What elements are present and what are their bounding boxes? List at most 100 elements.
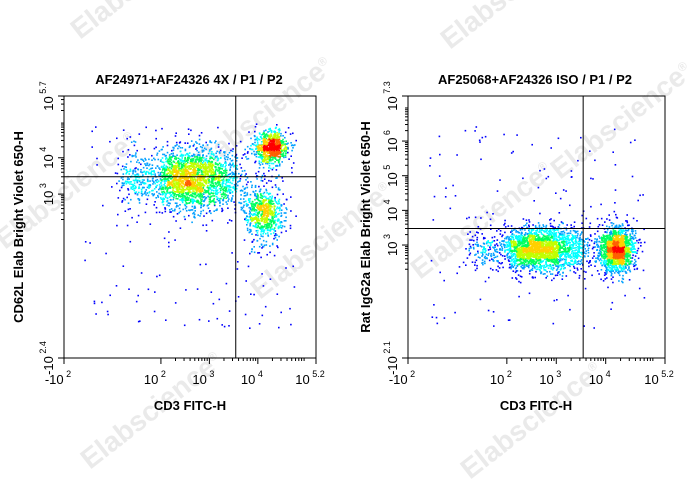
- event-dot: [135, 152, 137, 154]
- event-dot: [164, 170, 166, 172]
- event-dot: [518, 274, 520, 276]
- event-dot: [148, 172, 150, 174]
- event-dot: [207, 196, 209, 198]
- event-dot: [282, 193, 284, 195]
- event-dot: [200, 207, 202, 209]
- event-dot: [265, 209, 267, 211]
- event-dot: [265, 134, 267, 136]
- event-dot: [262, 236, 264, 238]
- event-dot: [568, 243, 570, 245]
- event-dot: [121, 201, 123, 203]
- event-dot: [175, 159, 177, 161]
- event-dot: [271, 148, 273, 150]
- event-dot: [160, 159, 162, 161]
- event-dot: [239, 180, 241, 182]
- event-dot: [276, 224, 278, 226]
- event-dot: [243, 205, 245, 207]
- event-dot: [173, 179, 175, 181]
- event-dot: [264, 217, 266, 219]
- event-dot: [274, 230, 276, 232]
- event-dot: [275, 154, 277, 156]
- event-dot: [227, 191, 229, 193]
- event-dot: [260, 197, 262, 199]
- event-dot: [219, 198, 221, 200]
- event-dot: [158, 189, 160, 191]
- event-dot: [136, 221, 138, 223]
- event-dot: [260, 218, 262, 220]
- event-dot: [225, 171, 227, 173]
- event-dot: [273, 146, 275, 148]
- event-dot: [123, 184, 125, 186]
- event-dot: [178, 192, 180, 194]
- event-dot: [277, 153, 279, 155]
- event-dot: [164, 164, 166, 166]
- event-dot: [557, 240, 559, 242]
- event-dot: [551, 280, 553, 282]
- tick-exponent: 5.7: [38, 81, 48, 96]
- event-dot: [195, 175, 197, 177]
- event-dot: [155, 175, 157, 177]
- event-dot: [184, 216, 186, 218]
- event-dot: [140, 182, 142, 184]
- event-dot: [263, 130, 265, 132]
- event-dot: [187, 188, 189, 190]
- event-dot: [295, 215, 297, 217]
- event-dot: [194, 184, 196, 186]
- event-dot: [125, 210, 127, 212]
- event-dot: [278, 129, 280, 131]
- event-dot: [270, 193, 272, 195]
- event-dot: [144, 163, 146, 165]
- event-dot: [246, 204, 248, 206]
- event-dot: [284, 226, 286, 228]
- event-dot: [261, 273, 263, 275]
- event-dot: [167, 152, 169, 154]
- event-dot: [227, 159, 229, 161]
- event-dot: [208, 164, 210, 166]
- event-dot: [102, 205, 104, 207]
- event-dot: [139, 180, 141, 182]
- event-dot: [272, 203, 274, 205]
- event-dot: [207, 174, 209, 176]
- event-dot: [122, 166, 124, 168]
- event-dot: [202, 154, 204, 156]
- event-dot: [203, 180, 205, 182]
- event-dot: [111, 186, 113, 188]
- event-dot: [539, 264, 541, 266]
- event-dot: [277, 142, 279, 144]
- event-dot: [257, 195, 259, 197]
- event-dot: [168, 246, 170, 248]
- event-dot: [573, 247, 575, 249]
- event-dot: [255, 153, 257, 155]
- event-dot: [127, 179, 129, 181]
- event-dot: [191, 199, 193, 201]
- event-dot: [178, 165, 180, 167]
- event-dot: [263, 196, 265, 198]
- event-dot: [185, 164, 187, 166]
- event-dot: [282, 135, 284, 137]
- event-dot: [581, 263, 583, 265]
- event-dot: [261, 162, 263, 164]
- event-dot: [187, 142, 189, 144]
- event-dot: [259, 191, 261, 193]
- event-dot: [276, 177, 278, 179]
- event-dot: [147, 163, 149, 165]
- event-dot: [246, 212, 248, 214]
- event-dot: [501, 246, 503, 248]
- event-dot: [117, 158, 119, 160]
- event-dot: [476, 242, 478, 244]
- event-dot: [225, 197, 227, 199]
- event-dot: [245, 220, 247, 222]
- event-dot: [220, 191, 222, 193]
- event-dot: [254, 199, 256, 201]
- event-dot: [170, 156, 172, 158]
- event-dot: [205, 174, 207, 176]
- event-dot: [268, 235, 270, 237]
- event-dot: [197, 182, 199, 184]
- event-dot: [213, 190, 215, 192]
- event-dot: [270, 129, 272, 131]
- event-dot: [266, 150, 268, 152]
- event-dot: [257, 227, 259, 229]
- event-dot: [203, 201, 205, 203]
- event-dot: [255, 226, 257, 228]
- event-dot: [573, 266, 575, 268]
